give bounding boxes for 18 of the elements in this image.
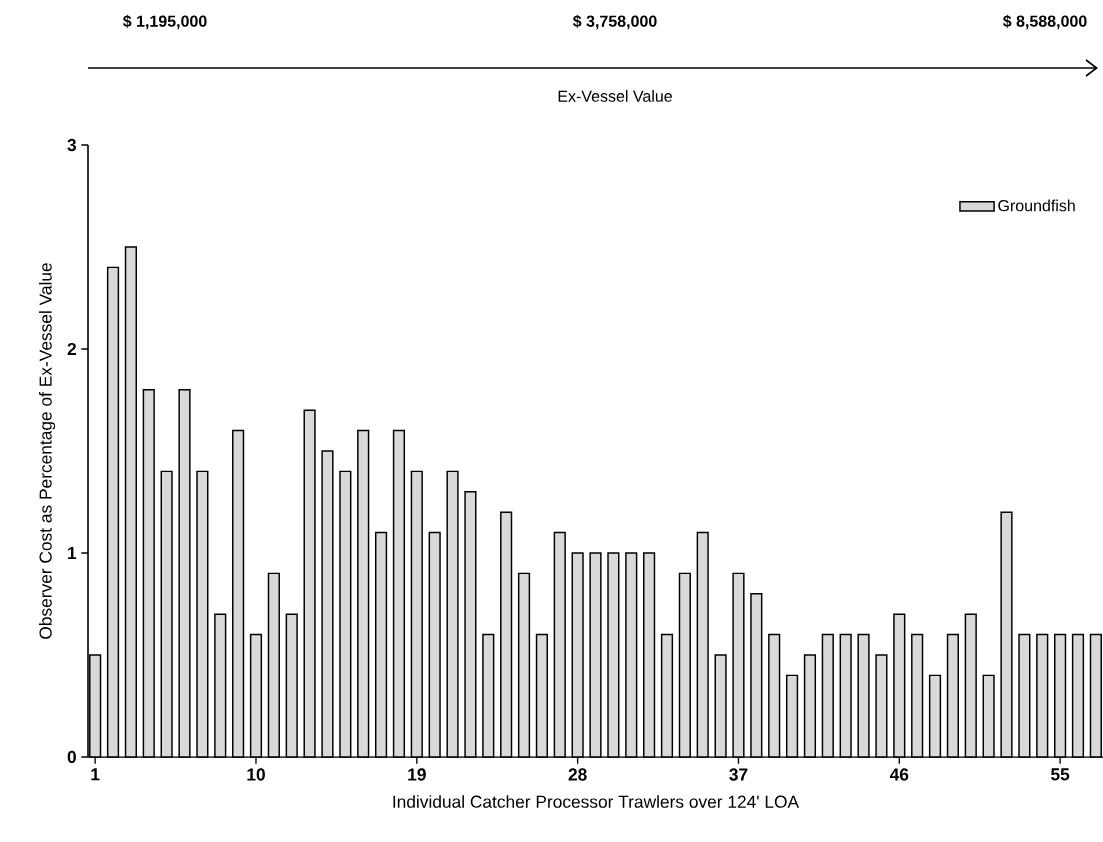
text: $ 3,758,000 (572, 14, 657, 30)
y-tick-label: 1 (68, 547, 77, 559)
x-tick-label: 1 (91, 768, 100, 781)
x-tick-label: 10 (247, 768, 265, 781)
text: $ 1,195,000 (122, 14, 207, 30)
text: $ 8,588,000 (1002, 14, 1087, 30)
x-tick-label: 55 (1051, 768, 1070, 781)
y-tick-label: 3 (67, 138, 76, 152)
text: Ex-Vessel Value (558, 90, 672, 102)
x-tick-label: 19 (408, 768, 426, 781)
y-tick-label: 2 (67, 342, 76, 356)
y-axis-title: Observer Cost as Percentage of Ex-Vessel Value (39, 263, 56, 639)
x-tick-label: 28 (568, 768, 587, 781)
x-axis-title: Individual Catcher Processor Trawlers over 124' LOA (393, 795, 800, 808)
y-tick-label: 0 (67, 750, 76, 764)
x-tick-label: 37 (729, 768, 748, 781)
legend-label: Groundfish (998, 199, 1075, 212)
x-tick-label: 46 (889, 768, 909, 781)
